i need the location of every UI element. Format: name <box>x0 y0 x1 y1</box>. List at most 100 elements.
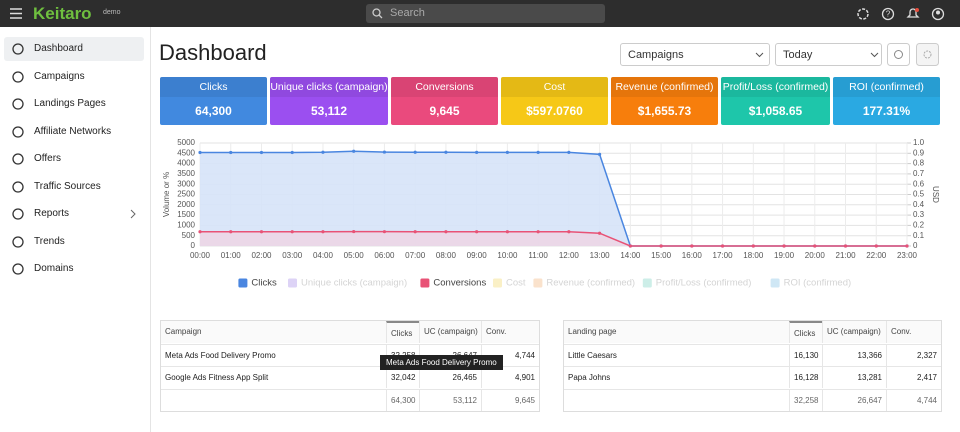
data-point <box>567 151 570 154</box>
y-tick-label: 500 <box>182 231 196 240</box>
x-tick-label: 16:00 <box>682 251 703 260</box>
x-tick-label: 14:00 <box>620 251 641 260</box>
y-tick-label: 3500 <box>177 169 195 178</box>
y-tick-label: 2000 <box>177 200 195 209</box>
y2-tick-label: 0.1 <box>913 231 925 240</box>
x-tick-label: 06:00 <box>374 251 395 260</box>
stat-card[interactable]: Conversions9,645 <box>391 77 498 125</box>
x-tick-label: 20:00 <box>805 251 826 260</box>
data-point <box>690 244 693 247</box>
y-tick-label: 1000 <box>177 221 195 230</box>
sidebar-icon <box>12 236 24 248</box>
sidebar-item[interactable]: Landings Pages <box>4 92 144 116</box>
stat-card[interactable]: Unique clicks (campaign)53,112 <box>270 77 388 125</box>
legend-label[interactable]: Unique clicks (campaign) <box>301 278 407 289</box>
x-tick-label: 00:00 <box>190 251 211 260</box>
sidebar-item[interactable]: Affiliate Networks <box>4 120 144 144</box>
y2-axis-label: USD <box>931 186 940 203</box>
table-cell: 16,128 <box>789 366 822 388</box>
x-tick-label: 10:00 <box>497 251 518 260</box>
stat-label: Conversions <box>391 77 498 97</box>
sidebar-item[interactable]: Traffic Sources <box>4 175 144 199</box>
table-header: Campaign <box>161 321 386 343</box>
legend-swatch <box>771 279 780 288</box>
stat-value: 9,645 <box>391 97 498 125</box>
sidebar-item[interactable]: Offers <box>4 147 144 171</box>
x-tick-label: 17:00 <box>713 251 734 260</box>
stat-card[interactable]: Cost$597.0760 <box>501 77 608 125</box>
legend-label[interactable]: Revenue (confirmed) <box>546 278 635 289</box>
data-point <box>383 230 386 233</box>
x-tick-label: 09:00 <box>467 251 488 260</box>
x-tick-label: 15:00 <box>651 251 672 260</box>
data-point <box>875 244 878 247</box>
data-point <box>598 232 601 235</box>
top-bar: Keitaro demo Search ? <box>0 0 960 27</box>
search[interactable]: Search <box>366 4 605 23</box>
data-point <box>321 151 324 154</box>
search-icon <box>372 8 383 19</box>
series-area <box>200 232 907 246</box>
stat-label: Unique clicks (campaign) <box>270 77 388 97</box>
x-tick-label: 11:00 <box>528 251 548 260</box>
data-point <box>659 244 662 247</box>
y2-tick-label: 1.0 <box>913 138 925 147</box>
stat-card[interactable]: Clicks64,300 <box>160 77 267 125</box>
data-point <box>321 230 324 233</box>
sidebar-item[interactable]: Dashboard <box>4 37 144 61</box>
y-tick-label: 4000 <box>177 159 195 168</box>
data-point <box>444 230 447 233</box>
stat-value: 53,112 <box>270 97 388 125</box>
table-cell: 53,112 <box>419 389 481 411</box>
table-cell: 13,366 <box>822 344 886 366</box>
menu-icon[interactable] <box>10 8 22 19</box>
sidebar-icon <box>12 263 24 275</box>
sidebar-item[interactable]: Trends <box>4 230 144 254</box>
stat-card[interactable]: Revenue (confirmed)$1,655.73 <box>611 77 718 125</box>
legend-label[interactable]: Conversions <box>433 278 486 289</box>
data-point <box>198 230 201 233</box>
table-header: Conv. <box>886 321 941 343</box>
legend-swatch <box>420 279 429 288</box>
table-header: Landing page <box>564 321 789 343</box>
data-point <box>414 230 417 233</box>
legend-label[interactable]: Profit/Loss (confirmed) <box>656 278 752 289</box>
sidebar-item[interactable]: Campaigns <box>4 65 144 89</box>
y2-tick-label: 0.9 <box>913 148 925 157</box>
data-point <box>198 151 201 154</box>
data-point <box>813 244 816 247</box>
data-point <box>752 244 755 247</box>
legend-label[interactable]: Cost <box>506 278 526 289</box>
x-tick-label: 04:00 <box>313 251 334 260</box>
data-point <box>475 151 478 154</box>
stat-label: Revenue (confirmed) <box>611 77 718 97</box>
legend-label[interactable]: Clicks <box>251 278 277 289</box>
chart: 0500100015002000250030003500400045005000… <box>155 135 945 295</box>
stat-card[interactable]: ROI (confirmed)177.31% <box>833 77 940 125</box>
y2-tick-label: 0.7 <box>913 169 925 178</box>
table-cell: 9,645 <box>481 389 539 411</box>
x-tick-label: 19:00 <box>774 251 795 260</box>
y-tick-label: 3000 <box>177 179 195 188</box>
table-cell: 16,130 <box>789 344 822 366</box>
data-point <box>537 230 540 233</box>
logo[interactable]: Keitaro <box>33 4 92 24</box>
data-point <box>383 150 386 153</box>
x-tick-label: 12:00 <box>559 251 580 260</box>
stat-label: Cost <box>501 77 608 97</box>
sidebar-item[interactable]: Domains <box>4 257 144 281</box>
toolbar-icons[interactable]: ? <box>856 7 946 21</box>
y2-tick-label: 0.8 <box>913 159 925 168</box>
stat-card[interactable]: Profit/Loss (confirmed)$1,058.65 <box>721 77 830 125</box>
tooltip: Meta Ads Food Delivery Promo <box>380 355 503 370</box>
table-cell <box>564 389 789 411</box>
legend-swatch <box>643 279 652 288</box>
table-header: UC (campaign) <box>822 321 886 343</box>
sidebar-icon <box>12 98 24 110</box>
x-tick-label: 23:00 <box>897 251 918 260</box>
x-tick-label: 22:00 <box>866 251 887 260</box>
table-cell: 26,647 <box>822 389 886 411</box>
sidebar-item[interactable]: Reports <box>4 202 144 226</box>
legend-label[interactable]: ROI (confirmed) <box>784 278 852 289</box>
